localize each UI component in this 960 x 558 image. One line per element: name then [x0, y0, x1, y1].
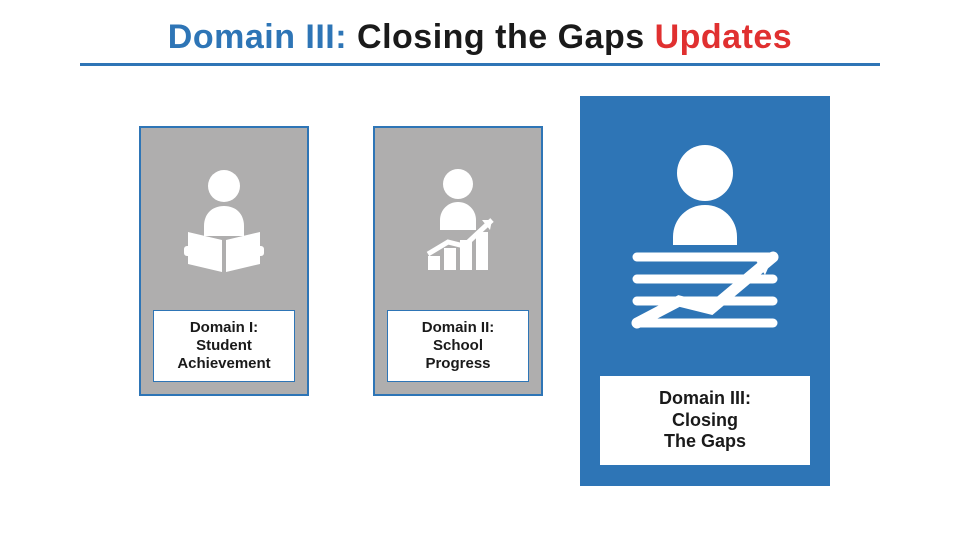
title-part-black: Closing the Gaps	[357, 18, 655, 56]
slide-title: Domain III: Closing the Gaps Updates	[80, 18, 880, 66]
student-progress-icon	[375, 128, 541, 310]
title-part-blue: Domain III:	[168, 18, 347, 56]
card-2-label-line-1: School	[392, 337, 525, 355]
card-1-label-line-1: Student	[158, 337, 291, 355]
card-2-label: Domain II: School Progress	[387, 310, 530, 382]
card-3-label-line-0: Domain III:	[606, 388, 804, 410]
card-1-label: Domain I: Student Achievement	[153, 310, 296, 382]
card-domain-1: Domain I: Student Achievement	[139, 126, 309, 396]
card-domain-2: Domain II: School Progress	[373, 126, 543, 396]
title-part-red: Updates	[655, 18, 793, 56]
cards-container: Domain I: Student Achievement	[0, 96, 960, 516]
card-domain-3: Domain III: Closing The Gaps	[580, 96, 830, 486]
card-3-label-line-2: The Gaps	[606, 431, 804, 453]
card-2-label-line-2: Progress	[392, 355, 525, 373]
card-3-label-line-1: Closing	[606, 410, 804, 432]
student-reading-icon	[141, 128, 307, 310]
card-3-label: Domain III: Closing The Gaps	[599, 375, 811, 466]
card-1-label-line-2: Achievement	[158, 355, 291, 373]
card-1-label-line-0: Domain I:	[158, 319, 291, 337]
closing-gaps-icon	[582, 98, 828, 375]
card-2-label-line-0: Domain II:	[392, 319, 525, 337]
